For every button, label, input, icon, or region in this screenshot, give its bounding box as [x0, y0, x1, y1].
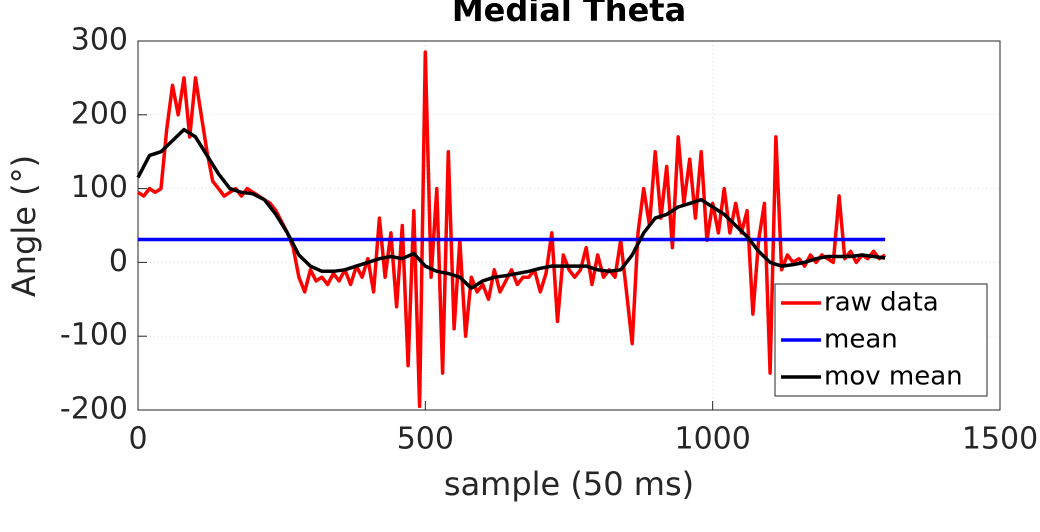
- legend-label: raw data: [824, 288, 939, 318]
- series-line: [137, 50, 887, 409]
- legend: raw data mean mov mean: [774, 283, 988, 397]
- x-axis-label: sample (50 ms): [444, 465, 694, 503]
- y-tick-label: -200: [60, 392, 128, 427]
- series-line: [136, 127, 886, 290]
- axes-box: [137, 40, 1001, 411]
- x-tick-label: 1000: [674, 422, 750, 457]
- x-tick-label: 500: [397, 422, 454, 457]
- legend-label: mean: [824, 325, 898, 355]
- chart-title: Medial Theta: [452, 0, 686, 29]
- legend-label: mov mean: [824, 362, 963, 392]
- y-tick-label: 0: [109, 244, 128, 279]
- x-tick-label: 1500: [962, 422, 1038, 457]
- y-tick-label: 200: [71, 96, 128, 131]
- y-tick-label: 300: [71, 23, 128, 58]
- y-tick-label: -100: [60, 318, 128, 353]
- y-tick-label: 100: [71, 170, 128, 205]
- y-axis-label: Angle (°): [5, 155, 43, 297]
- x-tick-label: 0: [128, 422, 147, 457]
